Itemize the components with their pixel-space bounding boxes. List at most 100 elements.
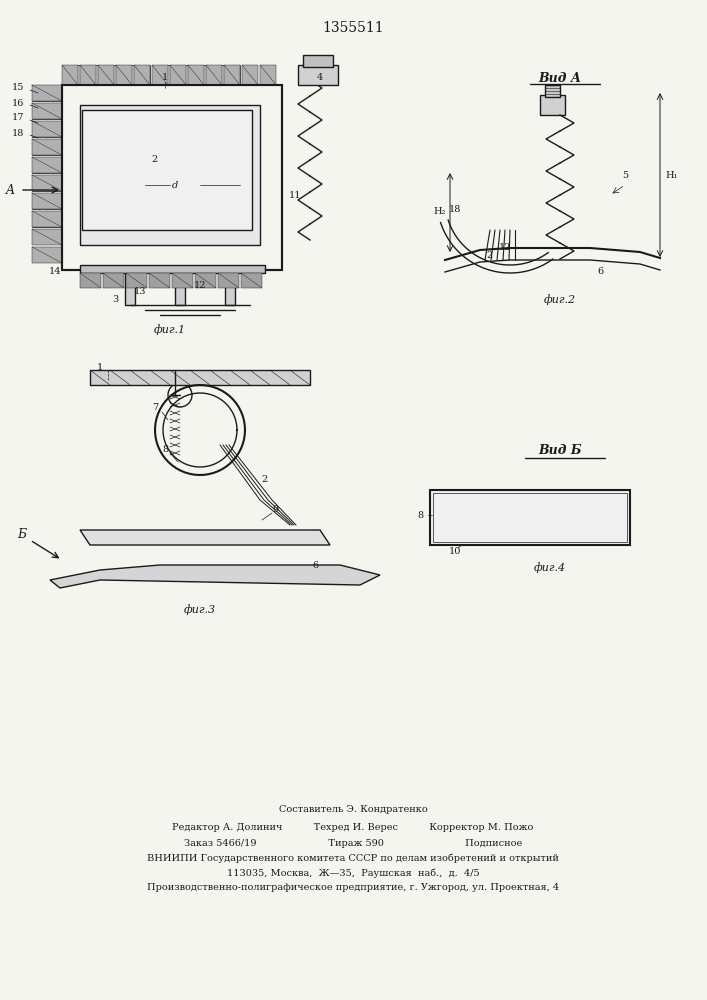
Circle shape <box>544 532 549 537</box>
Circle shape <box>452 530 457 535</box>
Bar <box>82 110 252 230</box>
Text: 2: 2 <box>152 155 158 164</box>
Circle shape <box>454 533 459 538</box>
Text: 12: 12 <box>194 280 206 290</box>
Circle shape <box>546 501 551 506</box>
Bar <box>172 273 193 288</box>
Bar <box>32 193 62 209</box>
Circle shape <box>448 521 453 526</box>
Bar <box>32 139 62 155</box>
Text: фиг.2: фиг.2 <box>544 295 576 305</box>
Polygon shape <box>80 530 330 545</box>
Text: 2: 2 <box>487 250 493 259</box>
Circle shape <box>469 501 474 506</box>
Text: 3: 3 <box>112 296 118 304</box>
Bar <box>32 103 62 119</box>
Circle shape <box>550 530 555 535</box>
Bar <box>90 370 310 385</box>
Circle shape <box>579 502 584 507</box>
Circle shape <box>492 510 497 515</box>
Circle shape <box>455 535 460 540</box>
Polygon shape <box>50 565 380 588</box>
Text: Производственно-полиграфическое предприятие, г. Ужгород, ул. Проектная, 4: Производственно-полиграфическое предприя… <box>147 884 559 892</box>
Text: H₂: H₂ <box>434 208 446 217</box>
Circle shape <box>513 525 518 530</box>
Text: 1: 1 <box>97 363 103 372</box>
Text: 11: 11 <box>288 190 301 200</box>
Text: 8: 8 <box>417 510 423 520</box>
Bar <box>182 65 210 85</box>
Circle shape <box>607 528 612 533</box>
Bar <box>298 65 338 85</box>
Bar <box>32 157 62 173</box>
Text: 9: 9 <box>272 506 278 514</box>
Bar <box>80 273 101 288</box>
Text: 13: 13 <box>134 288 146 296</box>
Text: 18: 18 <box>12 128 24 137</box>
Circle shape <box>516 506 521 511</box>
Text: 17: 17 <box>12 113 24 122</box>
Circle shape <box>496 508 501 513</box>
Bar <box>92 65 120 85</box>
Circle shape <box>457 503 462 508</box>
Text: фиг.4: фиг.4 <box>534 563 566 573</box>
Bar <box>32 157 62 173</box>
Circle shape <box>496 516 501 521</box>
Circle shape <box>607 526 612 531</box>
Bar <box>545 85 560 97</box>
Bar <box>80 105 260 245</box>
Circle shape <box>463 515 468 520</box>
Bar <box>32 121 62 137</box>
Text: фиг.1: фиг.1 <box>154 325 186 335</box>
Bar <box>32 85 62 101</box>
Circle shape <box>583 509 588 514</box>
Circle shape <box>477 516 481 521</box>
Text: 6: 6 <box>597 267 603 276</box>
Bar <box>134 65 150 85</box>
Circle shape <box>573 498 578 503</box>
Circle shape <box>486 522 491 527</box>
Bar <box>126 273 147 288</box>
Circle shape <box>600 528 606 533</box>
Bar <box>212 65 240 85</box>
Text: 1355511: 1355511 <box>322 21 384 35</box>
Text: 10: 10 <box>449 548 461 556</box>
Bar <box>80 265 265 273</box>
Bar <box>188 65 204 85</box>
Bar <box>32 211 62 227</box>
Bar <box>430 490 630 545</box>
Circle shape <box>547 500 551 505</box>
Text: Редактор А. Долинич          Техред И. Верес          Корректор М. Пожо: Редактор А. Долинич Техред И. Верес Корр… <box>173 824 534 832</box>
Circle shape <box>573 515 578 520</box>
Bar <box>98 65 114 85</box>
Circle shape <box>574 503 579 508</box>
Bar <box>175 270 185 305</box>
Text: 6: 6 <box>312 560 318 570</box>
Bar <box>62 85 282 270</box>
Circle shape <box>448 532 453 537</box>
Bar <box>206 65 222 85</box>
Bar <box>32 211 62 227</box>
Circle shape <box>506 533 511 538</box>
Bar <box>195 273 216 288</box>
Text: 5: 5 <box>622 170 628 180</box>
Text: 14: 14 <box>49 267 62 276</box>
Bar <box>80 65 96 85</box>
Text: Б: Б <box>18 528 27 542</box>
Bar <box>218 273 239 288</box>
Text: 113035, Москва,  Ж—35,  Раушская  наб.,  д.  4/5: 113035, Москва, Ж—35, Раушская наб., д. … <box>227 868 479 878</box>
Circle shape <box>589 520 594 525</box>
Bar <box>32 229 62 245</box>
Circle shape <box>463 524 468 529</box>
Bar <box>32 193 62 209</box>
Text: 1: 1 <box>162 74 168 83</box>
Bar <box>242 65 258 85</box>
Circle shape <box>481 498 486 503</box>
Circle shape <box>446 534 451 539</box>
Text: A: A <box>6 184 15 196</box>
Bar <box>540 95 565 115</box>
Bar <box>303 55 333 67</box>
Circle shape <box>496 515 501 520</box>
Text: Вид Б: Вид Б <box>538 444 582 456</box>
Bar <box>149 273 170 288</box>
